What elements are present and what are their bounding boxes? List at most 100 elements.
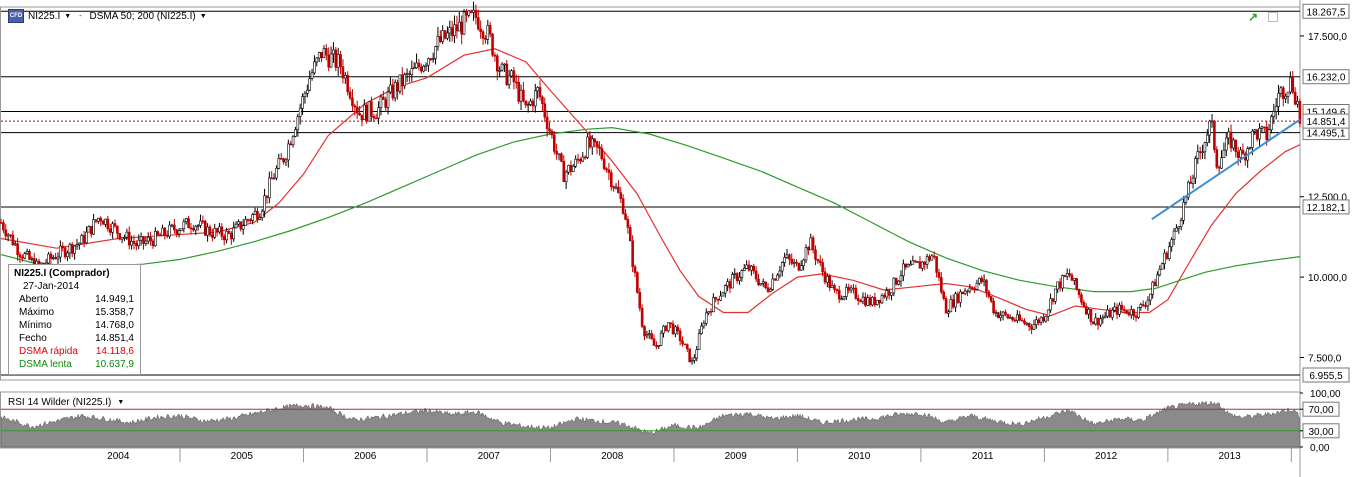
candle-body: [785, 254, 789, 258]
candle-body: [462, 11, 466, 35]
candle-body: [384, 99, 387, 108]
candle-body: [282, 158, 285, 163]
candle-body: [149, 237, 152, 242]
candle-body: [1137, 307, 1140, 318]
candle-body: [427, 58, 430, 66]
candle-body: [80, 235, 84, 244]
candle-body: [284, 159, 288, 163]
candle-body: [614, 186, 618, 189]
candle-body: [358, 112, 361, 116]
indicator-label[interactable]: DSMA 50; 200 (NI225.I): [89, 10, 196, 22]
candle-body: [567, 165, 570, 173]
candle-body: [505, 63, 509, 86]
candle-body: [391, 84, 395, 99]
candle-body: [1139, 304, 1143, 308]
candle-body: [135, 243, 138, 247]
candle-body: [906, 264, 910, 268]
candle-body: [1196, 151, 1200, 159]
candle-body: [187, 218, 190, 229]
candle-body: [127, 231, 131, 246]
candle-body: [351, 97, 354, 107]
candle-body: [1194, 158, 1197, 179]
candle-body: [526, 104, 530, 106]
candle-body: [697, 333, 701, 350]
current-price-label: 14.851,4: [1307, 117, 1346, 128]
price-panel[interactable]: [0, 0, 1301, 477]
candle-body: [296, 116, 300, 130]
candle-body: [947, 311, 950, 314]
candle-body: [1260, 126, 1264, 129]
rsi-label[interactable]: RSI 14 Wilder (NI225.I): [8, 397, 112, 408]
candle-body: [289, 143, 293, 146]
candle-body: [650, 333, 653, 340]
x-tick-label: 2005: [231, 451, 254, 462]
rsi-panel[interactable]: [0, 400, 1301, 448]
candle-body: [2, 222, 5, 231]
candle-body: [303, 92, 307, 97]
candle-body: [1217, 166, 1221, 169]
candle-body: [253, 210, 257, 215]
candle-body: [880, 295, 884, 304]
trend-tool-icon[interactable]: ↗: [1248, 10, 1259, 24]
legend-title: NI225.I (Comprador): [14, 268, 110, 279]
candle-body: [1051, 298, 1055, 302]
candle-body: [771, 278, 775, 290]
candle-body: [792, 261, 796, 264]
rsi-header: RSI 14 Wilder (NI225.I) ▼: [8, 397, 128, 408]
trendline[interactable]: [1151, 118, 1301, 221]
candle-body: [1289, 77, 1292, 93]
candle-body: [761, 281, 765, 284]
candle-body: [1101, 317, 1105, 320]
candle-body: [738, 276, 741, 281]
candle-body: [951, 299, 955, 308]
candle-body: [403, 74, 406, 87]
candle-body: [766, 287, 770, 292]
legend-date: 27-Jan-2014: [23, 281, 80, 292]
candle-body: [552, 134, 556, 152]
candle-body: [507, 75, 511, 86]
candle-body: [726, 281, 729, 287]
candle-body: [341, 66, 345, 79]
candle-body: [320, 52, 323, 59]
candle-body: [227, 230, 231, 234]
candle-body: [199, 220, 202, 226]
candle-body: [821, 262, 824, 273]
chevron-down-icon[interactable]: ▼: [64, 12, 72, 20]
candle-body: [1049, 298, 1052, 311]
candle-body: [1284, 95, 1287, 100]
candle-body: [1035, 319, 1038, 325]
candle-body: [1255, 129, 1259, 140]
chevron-down-icon[interactable]: ▼: [199, 12, 207, 20]
candle-body: [211, 234, 214, 238]
maximize-icon[interactable]: [1268, 12, 1279, 22]
candle-body: [809, 237, 813, 251]
candle-body: [265, 195, 269, 198]
candle-body: [436, 36, 440, 47]
chevron-down-icon[interactable]: ▼: [117, 399, 125, 406]
candle-body: [830, 285, 834, 288]
candle-body: [621, 198, 625, 214]
candle-body: [790, 258, 794, 264]
candle-body: [156, 231, 160, 236]
candle-body: [1208, 120, 1211, 136]
candle-body: [4, 229, 8, 237]
candle-body: [256, 210, 259, 220]
candle-body: [866, 297, 870, 306]
candle-body: [222, 236, 226, 241]
candle-body: [92, 219, 95, 235]
candle-body: [916, 261, 919, 263]
candle-body: [25, 251, 29, 254]
candle-body: [203, 220, 207, 236]
candle-body: [887, 290, 891, 296]
instrument-label[interactable]: NI225.I: [28, 10, 61, 22]
candle-body: [277, 158, 281, 169]
candle-body: [740, 270, 744, 278]
current-price-box: [1302, 113, 1350, 129]
candle-body: [925, 256, 929, 265]
x-tick-label: 2011: [972, 451, 994, 462]
candle-body: [847, 286, 851, 291]
candle-body: [1030, 326, 1033, 330]
candle-body: [797, 262, 801, 271]
candle-body: [1089, 309, 1093, 323]
